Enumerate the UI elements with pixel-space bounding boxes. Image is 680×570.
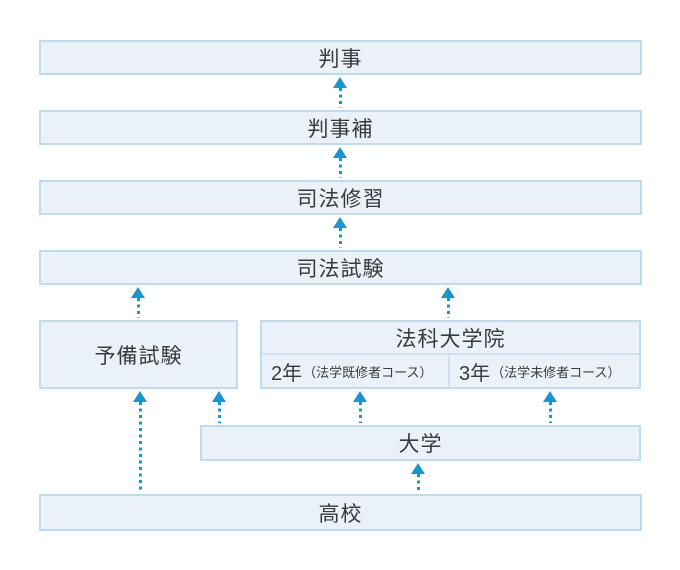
dotted-line: [446, 298, 450, 318]
arrow-up-icon: [543, 391, 557, 402]
arrow-university-to-preliminary-exam: [212, 391, 226, 423]
arrow-up-icon: [131, 287, 145, 298]
dotted-line: [138, 402, 142, 492]
dotted-line: [217, 402, 221, 423]
arrow-law-school-to-bar-exam: [441, 287, 455, 318]
box-high-school: 高校: [39, 494, 642, 531]
dotted-line: [358, 402, 362, 423]
law-school-courses-row: 2年 （法学既修者コース） 3年 （法学未修者コース）: [262, 355, 639, 387]
law-school-header: 法科大学院: [262, 322, 639, 355]
arrow-preliminary-exam-to-bar-exam: [131, 287, 145, 318]
box-bar-exam-label: 司法試験: [296, 257, 385, 281]
arrow-up-icon: [333, 147, 347, 158]
arrow-high-school-to-preliminary-exam: [133, 391, 147, 492]
arrow-up-icon: [353, 391, 367, 402]
box-legal-apprenticeship: 司法修習: [39, 180, 642, 215]
law-school-label: 法科大学院: [395, 327, 506, 351]
arrow-up-icon: [133, 391, 147, 402]
arrow-apprenticeship-to-assistant-judge: [333, 147, 347, 178]
arrow-up-icon: [333, 77, 347, 88]
arrow-bar-exam-to-apprenticeship: [333, 217, 347, 248]
box-law-school: 法科大学院 2年 （法学既修者コース） 3年 （法学未修者コース）: [260, 320, 641, 389]
dotted-line: [338, 88, 342, 108]
course-3year-label: 3年: [459, 362, 491, 385]
arrow-university-to-3year-course: [543, 391, 557, 423]
box-high-school-label: 高校: [318, 502, 363, 526]
arrow-up-icon: [333, 217, 347, 228]
course-2year-note: （法学既修者コース）: [303, 364, 433, 380]
box-preliminary-exam: 予備試験: [39, 320, 238, 389]
box-legal-apprenticeship-label: 司法修習: [296, 187, 385, 211]
dotted-line: [136, 298, 140, 318]
box-university: 大学: [200, 425, 641, 461]
course-3year-cell: 3年 （法学未修者コース）: [450, 355, 639, 387]
arrow-up-icon: [441, 287, 455, 298]
dotted-line: [416, 474, 420, 492]
dotted-line: [338, 228, 342, 248]
dotted-line: [548, 402, 552, 423]
box-bar-exam: 司法試験: [39, 250, 642, 285]
course-3year-note: （法学未修者コース）: [491, 364, 621, 380]
dotted-line: [338, 158, 342, 178]
arrow-high-school-to-university: [411, 463, 425, 492]
course-2year-cell: 2年 （法学既修者コース）: [262, 355, 450, 387]
box-preliminary-exam-label: 予備試験: [94, 344, 183, 368]
arrow-assistant-judge-to-judge: [333, 77, 347, 108]
box-assistant-judge-label: 判事補: [307, 117, 374, 141]
arrow-up-icon: [212, 391, 226, 402]
box-judge: 判事: [39, 40, 642, 75]
box-university-label: 大学: [398, 433, 443, 456]
box-judge-label: 判事: [318, 47, 363, 71]
box-assistant-judge: 判事補: [39, 110, 642, 145]
course-2year-label: 2年: [271, 362, 303, 385]
arrow-up-icon: [411, 463, 425, 474]
arrow-university-to-2year-course: [353, 391, 367, 423]
